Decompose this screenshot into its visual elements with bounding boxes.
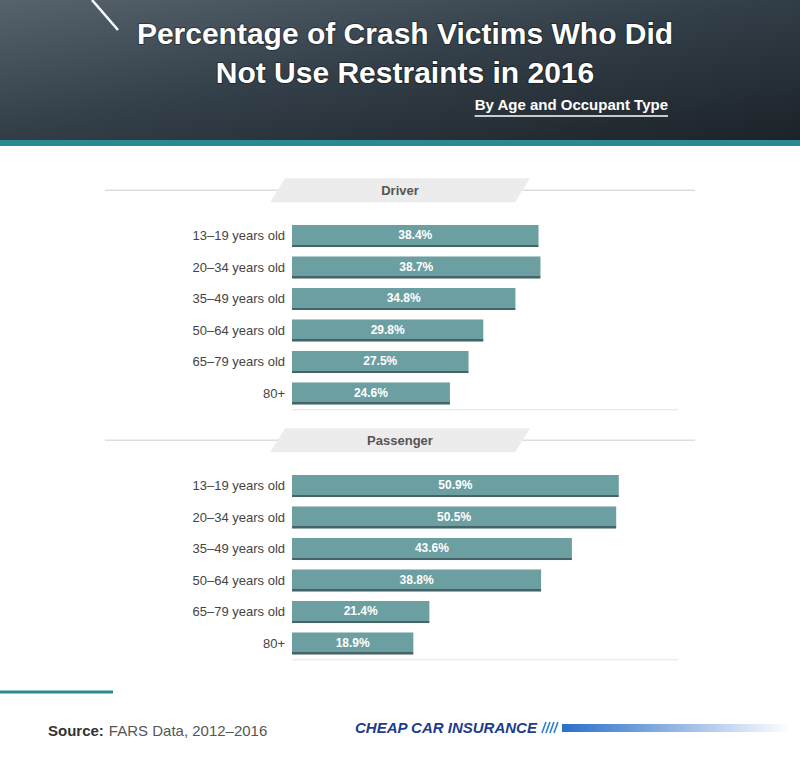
data-label: 38.4% — [398, 228, 432, 242]
bar — [292, 382, 450, 404]
bar — [292, 475, 619, 497]
data-label: 50.5% — [437, 510, 471, 524]
brand-stripe — [542, 722, 546, 733]
panel-title: Passenger — [367, 433, 433, 448]
bar — [292, 351, 469, 373]
panel: Driver 38.4% 38.7% 34.8% 29.8% 27.5% 24.6% 13–1… — [105, 178, 695, 410]
data-label: 43.6% — [415, 541, 449, 555]
data-label: 34.8% — [387, 291, 421, 305]
footer-rule — [0, 691, 113, 694]
bar — [292, 632, 413, 654]
tick-label: 50–64 years old — [192, 323, 285, 338]
source-label: Source: — [48, 722, 104, 739]
tick-label: 65–79 years old — [192, 354, 285, 369]
tick: 50–64 years old — [192, 573, 292, 588]
bar — [292, 538, 572, 560]
data-label: 38.7% — [399, 260, 433, 274]
data-label: 18.9% — [336, 636, 370, 650]
axis-line — [293, 659, 678, 660]
data-label: 38.8% — [400, 573, 434, 587]
subtitle-underline — [475, 115, 668, 117]
x-axis — [293, 409, 678, 410]
tick: 35–49 years old — [192, 291, 292, 306]
data-label: 29.8% — [371, 323, 405, 337]
tick: 80+ — [263, 636, 292, 651]
bar — [292, 225, 539, 247]
data-label: 27.5% — [363, 354, 397, 368]
data-label: 24.6% — [354, 386, 388, 400]
axis-line — [293, 409, 678, 410]
data-label: 21.4% — [344, 604, 378, 618]
data-labels: 38.4% 38.7% 34.8% 29.8% 27.5% 24.6% — [354, 228, 434, 400]
tick: 80+ — [263, 386, 292, 401]
tick: 20–34 years old — [192, 260, 292, 275]
title-line: Not Use Restraints in 2016 — [216, 56, 594, 89]
header-stripe — [0, 140, 800, 146]
brand-stripe — [546, 722, 550, 733]
tick-label: 80+ — [263, 636, 285, 651]
bar — [292, 319, 483, 341]
data-labels: 50.9% 50.5% 43.6% 38.8% 21.4% 18.9% — [336, 478, 473, 650]
tick-label: 65–79 years old — [192, 604, 285, 619]
title-line: Percentage of Crash Victims Who Did — [137, 17, 673, 50]
tick-label: 35–49 years old — [192, 291, 285, 306]
y-axis: 13–19 years old 20–34 years old 35–49 year… — [192, 228, 292, 401]
header-decoration — [92, 0, 118, 30]
source: Source: FARS Data, 2012–2016 — [48, 722, 267, 739]
tick-label: 50–64 years old — [192, 573, 285, 588]
panel-title: Driver — [381, 183, 419, 198]
y-axis: 13–19 years old 20–34 years old 35–49 year… — [192, 478, 292, 650]
header-background — [0, 0, 800, 140]
panel-title-box — [270, 428, 530, 452]
tick-label: 35–49 years old — [192, 541, 285, 556]
bars — [292, 475, 619, 655]
brand-stripe — [550, 722, 554, 733]
tick: 65–79 years old — [192, 604, 292, 619]
tick: 65–79 years old — [192, 354, 292, 369]
tick-label: 13–19 years old — [192, 478, 285, 493]
bar — [292, 506, 616, 528]
bar — [292, 256, 540, 278]
brand: CHEAP CAR INSURANCE — [355, 719, 538, 736]
tick-label: 13–19 years old — [192, 228, 285, 243]
tick: 13–19 years old — [192, 478, 292, 493]
bars — [292, 225, 540, 405]
tick-label: 20–34 years old — [192, 510, 285, 525]
brand-band — [562, 724, 790, 732]
tick-label: 80+ — [263, 386, 285, 401]
subtitle: By Age and Occupant Type — [475, 96, 668, 113]
brand-stripe — [554, 722, 558, 733]
tick: 35–49 years old — [192, 541, 292, 556]
title: Percentage of Crash Victims Who Did Not U… — [137, 17, 673, 89]
bar — [292, 569, 541, 591]
page: Percentage of Crash Victims Who Did Not U… — [0, 0, 800, 762]
panel-title-box — [270, 178, 530, 202]
bar — [292, 601, 429, 623]
data-label: 50.9% — [438, 478, 472, 492]
x-axis — [293, 659, 678, 660]
bar — [292, 288, 515, 310]
tick: 13–19 years old — [192, 228, 292, 243]
tick-label: 20–34 years old — [192, 260, 285, 275]
tick: 50–64 years old — [192, 323, 292, 338]
source-text: FARS Data, 2012–2016 — [109, 722, 267, 739]
tick: 20–34 years old — [192, 510, 292, 525]
panel: Passenger 50.9% 50.5% 43.6% 38.8% 21.4% 18.9% 1… — [105, 428, 695, 660]
